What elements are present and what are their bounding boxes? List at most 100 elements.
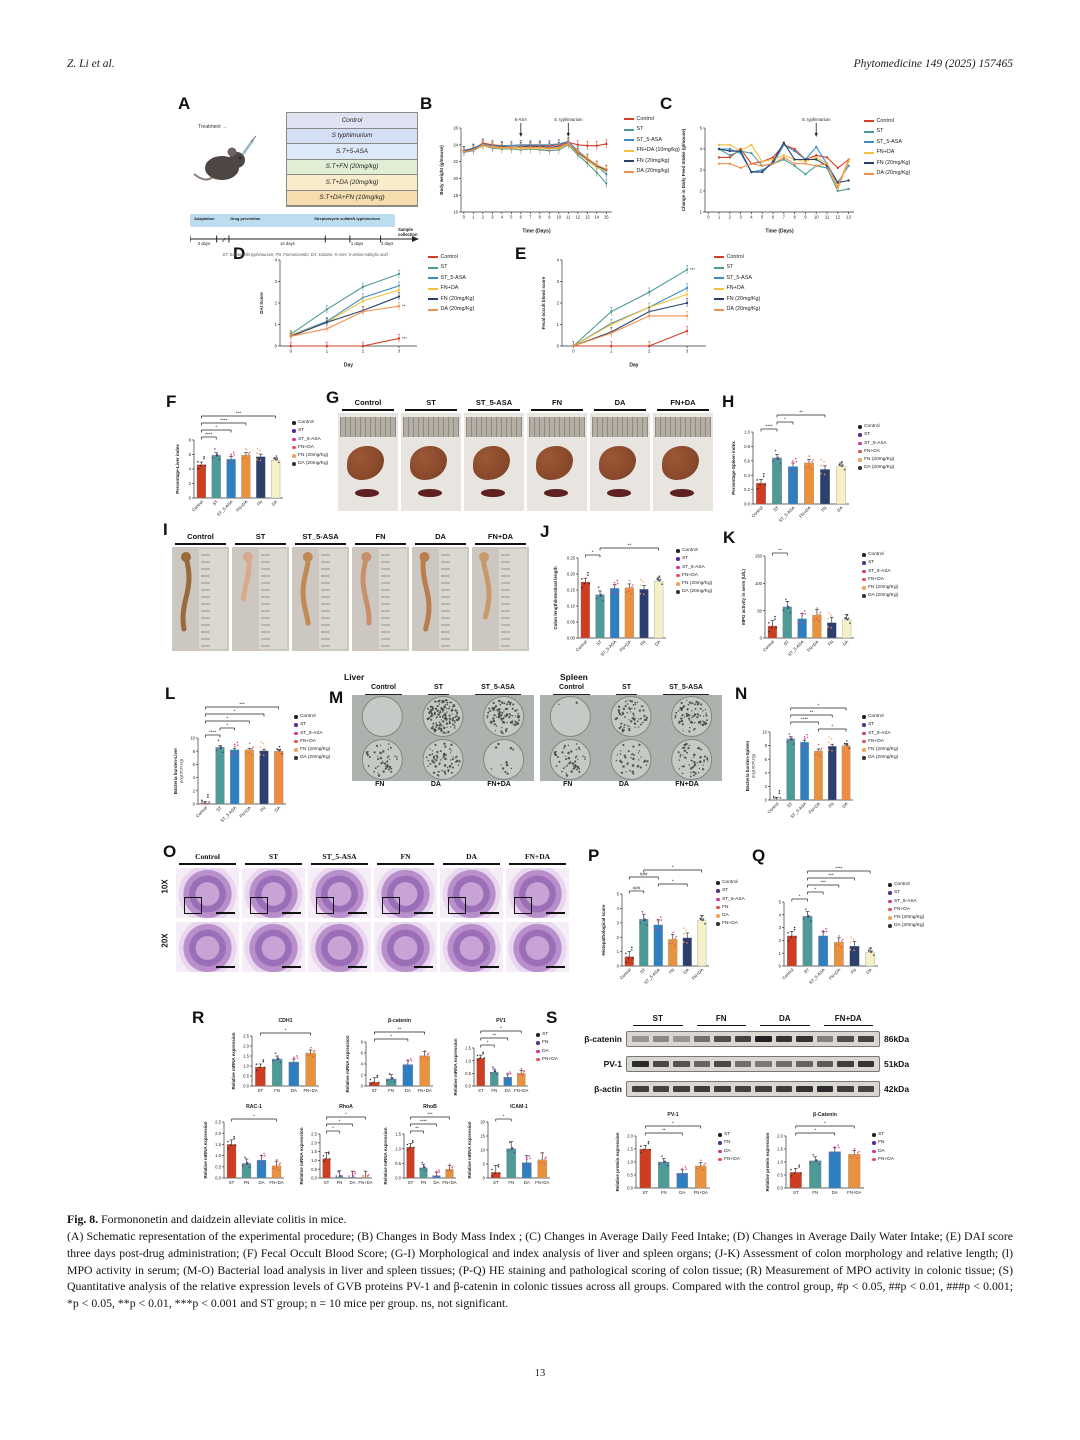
plate-group-label: FN	[375, 781, 385, 788]
legend-item: ST_5-ASA	[624, 137, 702, 143]
ruler-strip	[654, 416, 712, 437]
svg-text:0.5: 0.5	[311, 1167, 317, 1172]
legend-label: ST	[726, 264, 734, 271]
legend-marker	[536, 1033, 540, 1037]
body-weight-legend: Control ST ST_5-ASA FN+DA (10mg/kg) FN (20mg…	[624, 116, 702, 175]
legend-item: DA (20mg/Kg)	[428, 306, 498, 312]
svg-text:15: 15	[604, 215, 609, 220]
colon-group-label: ST_5-ASA	[302, 532, 339, 541]
svg-text:ST: ST	[493, 1180, 499, 1185]
svg-text:4: 4	[765, 770, 768, 775]
organ-group-label: ST	[426, 398, 436, 407]
svg-text:PV1: PV1	[496, 1018, 506, 1024]
legend-marker	[718, 1133, 722, 1137]
liver-image	[599, 446, 637, 480]
colon-photo	[412, 547, 469, 651]
caption-body: (A) Schematic representation of the expe…	[67, 1229, 1013, 1310]
organ-card: ST_5-ASA	[464, 398, 524, 511]
label-underline	[593, 408, 647, 411]
mpo-serum-chart: 0 50 100 150 MPO activity in serm (U/L) Contr…	[738, 540, 858, 664]
legend-item: Control	[862, 552, 930, 558]
legend-item: Control	[714, 254, 784, 260]
svg-text:1.5: 1.5	[243, 1054, 249, 1059]
legend-item: FN+DA	[676, 573, 741, 579]
legend-marker	[676, 590, 680, 594]
svg-text:Relative protein expression: Relative protein expression	[615, 1132, 620, 1191]
legend-item: FN+DA	[872, 1157, 906, 1163]
svg-text:0.10: 0.10	[567, 604, 576, 609]
legend-item: FN+DA	[294, 739, 359, 745]
svg-text:FN+DA: FN+DA	[828, 967, 842, 981]
svg-text:0: 0	[572, 349, 575, 354]
svg-text:Control: Control	[191, 499, 204, 512]
svg-text:3: 3	[617, 920, 620, 925]
scale-bar	[282, 965, 302, 968]
svg-text:0.6: 0.6	[744, 458, 750, 463]
legend-item: FN+DA	[864, 149, 934, 155]
treatment-group-row: S.T+5-ASA	[287, 144, 417, 160]
protein-band	[693, 1086, 710, 1092]
svg-text:PV-1: PV-1	[667, 1112, 678, 1118]
plate-labels-row: FN DA FN+DA	[352, 781, 534, 792]
caption-label: Fig. 8.	[67, 1212, 99, 1226]
histology-column-header: ST_5-ASA	[308, 852, 371, 867]
colon-card: FN	[352, 532, 409, 651]
legend-item: FN	[718, 1140, 752, 1146]
svg-text:RhoB: RhoB	[423, 1104, 437, 1110]
liver-spleen-photo	[653, 413, 713, 511]
svg-text:2.0: 2.0	[311, 1140, 317, 1145]
legend-marker	[716, 889, 720, 893]
svg-text:13: 13	[585, 215, 590, 220]
plate-group-label: FN+DA	[487, 781, 511, 788]
organ-card: FN+DA	[653, 398, 713, 511]
legend-marker	[714, 256, 724, 259]
svg-text:18: 18	[453, 193, 458, 198]
histology-group-label: ST	[268, 852, 279, 861]
svg-text:*: *	[592, 550, 594, 555]
svg-text:**: **	[810, 710, 814, 715]
label-underline	[175, 542, 226, 545]
legend-marker	[858, 433, 862, 437]
blot-group-label: FN+DA	[823, 1014, 873, 1026]
legend-item: FN (20mg/Kg)	[862, 585, 930, 591]
protein-band	[755, 1036, 772, 1042]
svg-text:Control: Control	[575, 639, 588, 652]
liver-image	[536, 446, 574, 480]
legend-marker	[624, 118, 634, 121]
scale-bar	[282, 911, 302, 914]
svg-text:Control: Control	[766, 801, 779, 814]
svg-text:2: 2	[779, 938, 782, 943]
legend-label: DA (20mg/Kg)	[300, 755, 331, 761]
svg-text:MPO activity in serm (U/L): MPO activity in serm (U/L)	[741, 569, 746, 625]
svg-text:8: 8	[539, 215, 542, 220]
protein-band	[693, 1061, 710, 1067]
organ-group-label: FN	[552, 398, 562, 407]
svg-text:22: 22	[453, 159, 458, 164]
legend-item: ST	[294, 722, 359, 728]
plate-labels-row: Control ST ST_5-ASA	[352, 684, 534, 695]
liver-image	[473, 446, 511, 480]
svg-text:1: 1	[718, 215, 721, 220]
legend-label: ST_5-ASA	[894, 898, 917, 904]
svg-text:24: 24	[453, 142, 458, 147]
svg-text:DA: DA	[841, 801, 849, 809]
svg-text:8: 8	[189, 438, 192, 443]
svg-text:S. typhimurium: S. typhimurium	[554, 117, 583, 122]
svg-text:FN: FN	[421, 1180, 427, 1185]
svg-text:FN: FN	[491, 1088, 497, 1093]
svg-text:4: 4	[779, 912, 782, 917]
inset-box	[381, 897, 400, 914]
histology-image	[374, 922, 437, 972]
scale-bar	[348, 965, 368, 968]
svg-text:Relative mRNA expression: Relative mRNA expression	[345, 1035, 350, 1092]
svg-text:5: 5	[617, 892, 620, 897]
svg-text:2.5: 2.5	[215, 1120, 221, 1125]
histology-image	[242, 922, 305, 972]
legend-item: ST	[428, 264, 498, 270]
svg-text:ST_5-ASA: ST_5-ASA	[216, 499, 234, 517]
svg-text:3: 3	[398, 349, 401, 354]
svg-text:2: 2	[193, 788, 196, 793]
legend-item: ST	[864, 128, 934, 134]
bcat-protein-legend: ST FN DA FN+DA	[872, 1132, 906, 1163]
svg-text:0: 0	[617, 964, 620, 969]
